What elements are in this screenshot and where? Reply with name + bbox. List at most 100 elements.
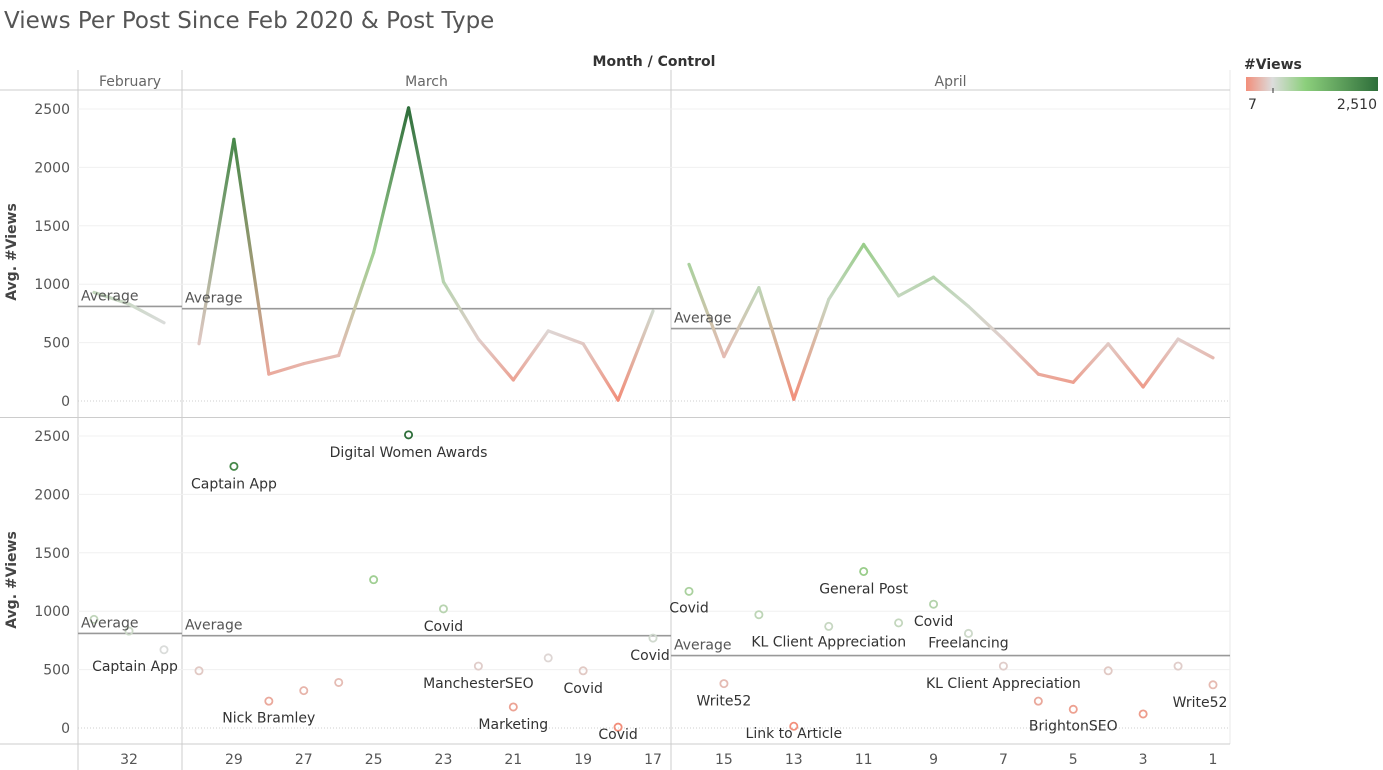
line-segment bbox=[92, 290, 131, 306]
y-tick-label: 2000 bbox=[34, 160, 70, 176]
y-axis-title-top: Avg. #Views bbox=[4, 203, 20, 301]
point-annotation: Write52 bbox=[1173, 695, 1228, 711]
data-point bbox=[229, 461, 239, 471]
line-segment bbox=[372, 106, 411, 255]
point-annotation: Covid bbox=[598, 727, 637, 743]
line-segment bbox=[757, 286, 796, 401]
month-label: March bbox=[405, 74, 448, 90]
data-point bbox=[124, 626, 134, 636]
line-segment bbox=[966, 304, 1006, 341]
data-point bbox=[1208, 680, 1218, 690]
line-segment bbox=[687, 262, 726, 359]
data-point bbox=[159, 645, 169, 655]
point-annotation: Link to Article bbox=[746, 726, 843, 742]
x-tick-label: 29 bbox=[225, 752, 243, 768]
line-segment bbox=[616, 309, 655, 402]
y-tick-label: 0 bbox=[61, 394, 70, 410]
month-label: April bbox=[935, 74, 967, 90]
point-annotation: Covid bbox=[914, 614, 953, 630]
x-tick-label: 27 bbox=[295, 752, 313, 768]
data-point bbox=[613, 722, 623, 732]
y-tick-label: 1500 bbox=[34, 546, 70, 562]
average-label: Average bbox=[81, 615, 139, 631]
point-annotation: Write52 bbox=[697, 694, 752, 710]
y-tick-label: 1000 bbox=[34, 277, 70, 293]
line-segment bbox=[827, 242, 866, 301]
x-tick-label: 9 bbox=[929, 752, 938, 768]
line-series bbox=[92, 106, 1215, 402]
gridlines bbox=[78, 108, 1230, 729]
data-point bbox=[369, 575, 379, 585]
point-annotation: Freelancing bbox=[928, 635, 1008, 651]
line-segment bbox=[1071, 342, 1110, 384]
y-tick-label: 1000 bbox=[34, 604, 70, 620]
point-annotation: Marketing bbox=[478, 717, 548, 733]
line-segment bbox=[722, 286, 761, 359]
chart-text: 0 500 1000 1500 2000 2500 0 500 1000 1500 2000 2500… bbox=[34, 74, 1227, 768]
point-annotation: Covid bbox=[630, 648, 669, 664]
data-point bbox=[1173, 661, 1183, 671]
y-tick-label: 2500 bbox=[34, 102, 70, 118]
data-point bbox=[929, 599, 939, 609]
average-label: Average bbox=[185, 618, 243, 634]
line-segment bbox=[896, 275, 936, 298]
chart-title: Views Per Post Since Feb 2020 & Post Typ… bbox=[4, 8, 495, 34]
x-tick-label: 5 bbox=[1069, 752, 1078, 768]
point-annotation: KL Client Appreciation bbox=[926, 676, 1081, 692]
data-point bbox=[299, 686, 309, 696]
y-axis-title-bottom: Avg. #Views bbox=[4, 531, 20, 629]
data-point bbox=[473, 661, 483, 671]
scatter-points bbox=[89, 430, 1218, 732]
line-segment bbox=[862, 242, 901, 298]
line-segment bbox=[127, 302, 166, 325]
data-point bbox=[1068, 704, 1078, 714]
point-annotation: Captain App bbox=[92, 659, 178, 675]
line-segment bbox=[337, 251, 376, 358]
data-point bbox=[894, 618, 904, 628]
x-tick-label: 13 bbox=[785, 752, 803, 768]
legend-max-label: 2,510 bbox=[1337, 97, 1377, 113]
point-annotation: BrightonSEO bbox=[1029, 718, 1118, 734]
data-point bbox=[438, 604, 448, 614]
chart-frame bbox=[0, 70, 1231, 770]
data-point bbox=[859, 566, 869, 576]
y-tick-label: 2500 bbox=[34, 429, 70, 445]
average-label: Average bbox=[81, 288, 139, 304]
column-header-title: Month / Control bbox=[593, 54, 716, 70]
data-point bbox=[789, 721, 799, 731]
data-point bbox=[334, 677, 344, 687]
line-segment bbox=[406, 106, 446, 284]
data-point bbox=[1103, 666, 1113, 676]
data-point bbox=[684, 586, 694, 596]
data-point bbox=[719, 679, 729, 689]
data-point bbox=[963, 628, 973, 638]
data-point bbox=[648, 633, 658, 643]
x-tick-label: 11 bbox=[855, 752, 873, 768]
legend-gradient-bar bbox=[1246, 77, 1378, 91]
x-tick-label: 21 bbox=[504, 752, 522, 768]
line-segment bbox=[232, 137, 271, 376]
month-label: February bbox=[99, 74, 161, 90]
data-point bbox=[543, 653, 553, 663]
y-tick-label: 500 bbox=[43, 663, 70, 679]
line-segment bbox=[581, 342, 620, 402]
line-segment bbox=[302, 353, 341, 366]
line-segment bbox=[792, 297, 831, 401]
average-label: Average bbox=[674, 311, 732, 327]
line-segment bbox=[1141, 337, 1180, 389]
x-tick-label: 19 bbox=[574, 752, 592, 768]
data-point bbox=[998, 661, 1008, 671]
x-tick-label: 1 bbox=[1209, 752, 1218, 768]
average-label: Average bbox=[185, 291, 243, 307]
average-lines bbox=[78, 305, 1230, 657]
y-tick-label: 0 bbox=[61, 721, 70, 737]
legend-title: #Views bbox=[1244, 57, 1302, 73]
point-annotation: Nick Bramley bbox=[222, 711, 315, 727]
line-segment bbox=[197, 137, 236, 346]
line-segment bbox=[1176, 337, 1215, 360]
legend-min-label: 7 bbox=[1248, 97, 1257, 113]
data-point bbox=[754, 610, 764, 620]
point-annotation: General Post bbox=[819, 581, 908, 597]
color-legend: #Views 7 2,510 bbox=[1244, 57, 1378, 113]
data-point bbox=[194, 666, 204, 676]
